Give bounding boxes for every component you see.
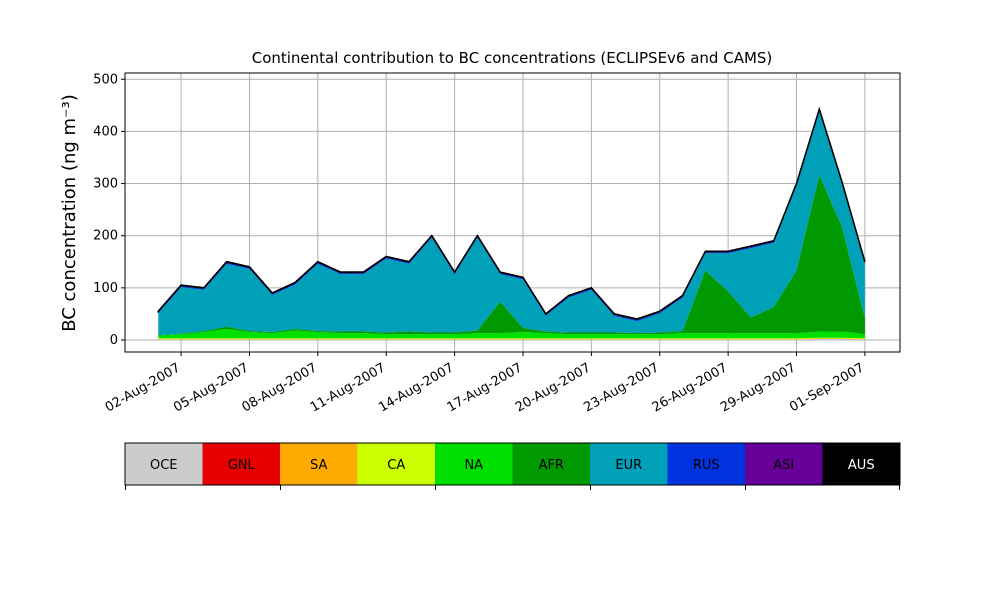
legend-label: SA [310,458,327,473]
area [158,328,865,339]
legend-swatch [822,443,900,485]
area [157,106,866,321]
area [158,337,865,340]
x-tick-label: 02-Aug-2007 [103,360,183,415]
y-tick-label: 100 [93,281,118,296]
area [158,175,865,336]
x-tick-label: 29-Aug-2007 [718,360,798,415]
x-tick-label: 23-Aug-2007 [581,360,661,415]
legend-label: AUS [848,458,875,473]
y-tick-label: 500 [93,72,118,87]
legend-label: OCE [150,458,178,473]
plot-frame [124,72,901,353]
x-tick-label: 17-Aug-2007 [445,360,525,415]
y-tick-label: 200 [93,229,118,244]
colorbar-ticks [125,485,900,490]
area [158,338,865,340]
legend-swatch [202,443,280,485]
area [158,338,865,340]
legend-swatch [357,443,435,485]
legend-swatch [667,443,745,485]
x-tick-label: 01-Sep-2007 [787,360,867,415]
y-tick-label: 400 [93,124,118,139]
x-tick-label: 20-Aug-2007 [513,360,593,415]
legend-frame [124,442,901,486]
x-tick-label: 08-Aug-2007 [239,360,319,415]
legend-label: RUS [693,458,720,473]
legend-swatch [512,443,590,485]
legend-label: AFR [539,458,564,473]
y-axis-label: BC concentration (ng m⁻³) [59,94,80,332]
y-tick-label: 0 [110,333,118,348]
x-tick-label: 05-Aug-2007 [171,360,251,415]
legend-label: EUR [615,458,642,473]
legend-swatch [280,443,358,485]
x-tick-label: 26-Aug-2007 [650,360,730,415]
area [158,111,865,336]
legend-label: ASI [773,458,794,473]
y-tick-label: 300 [93,177,118,192]
x-tick-label: 14-Aug-2007 [376,360,456,415]
x-tick-label: 11-Aug-2007 [308,360,388,415]
legend-label: NA [464,458,483,473]
legend-swatch [435,443,513,485]
area [158,338,865,341]
legend-swatch [745,443,823,485]
legend-label: CA [387,458,405,473]
legend-label: GNL [228,458,256,473]
chart-title: Continental contribution to BC concentra… [252,49,773,67]
legend-swatch [125,443,203,485]
legend-swatch [590,443,668,485]
